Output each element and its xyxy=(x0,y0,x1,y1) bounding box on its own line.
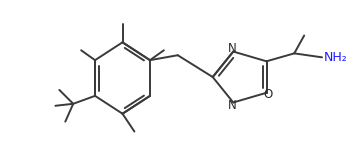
Text: N: N xyxy=(228,42,237,55)
Text: O: O xyxy=(264,88,273,101)
Text: N: N xyxy=(228,99,237,112)
Text: NH₂: NH₂ xyxy=(324,51,348,64)
